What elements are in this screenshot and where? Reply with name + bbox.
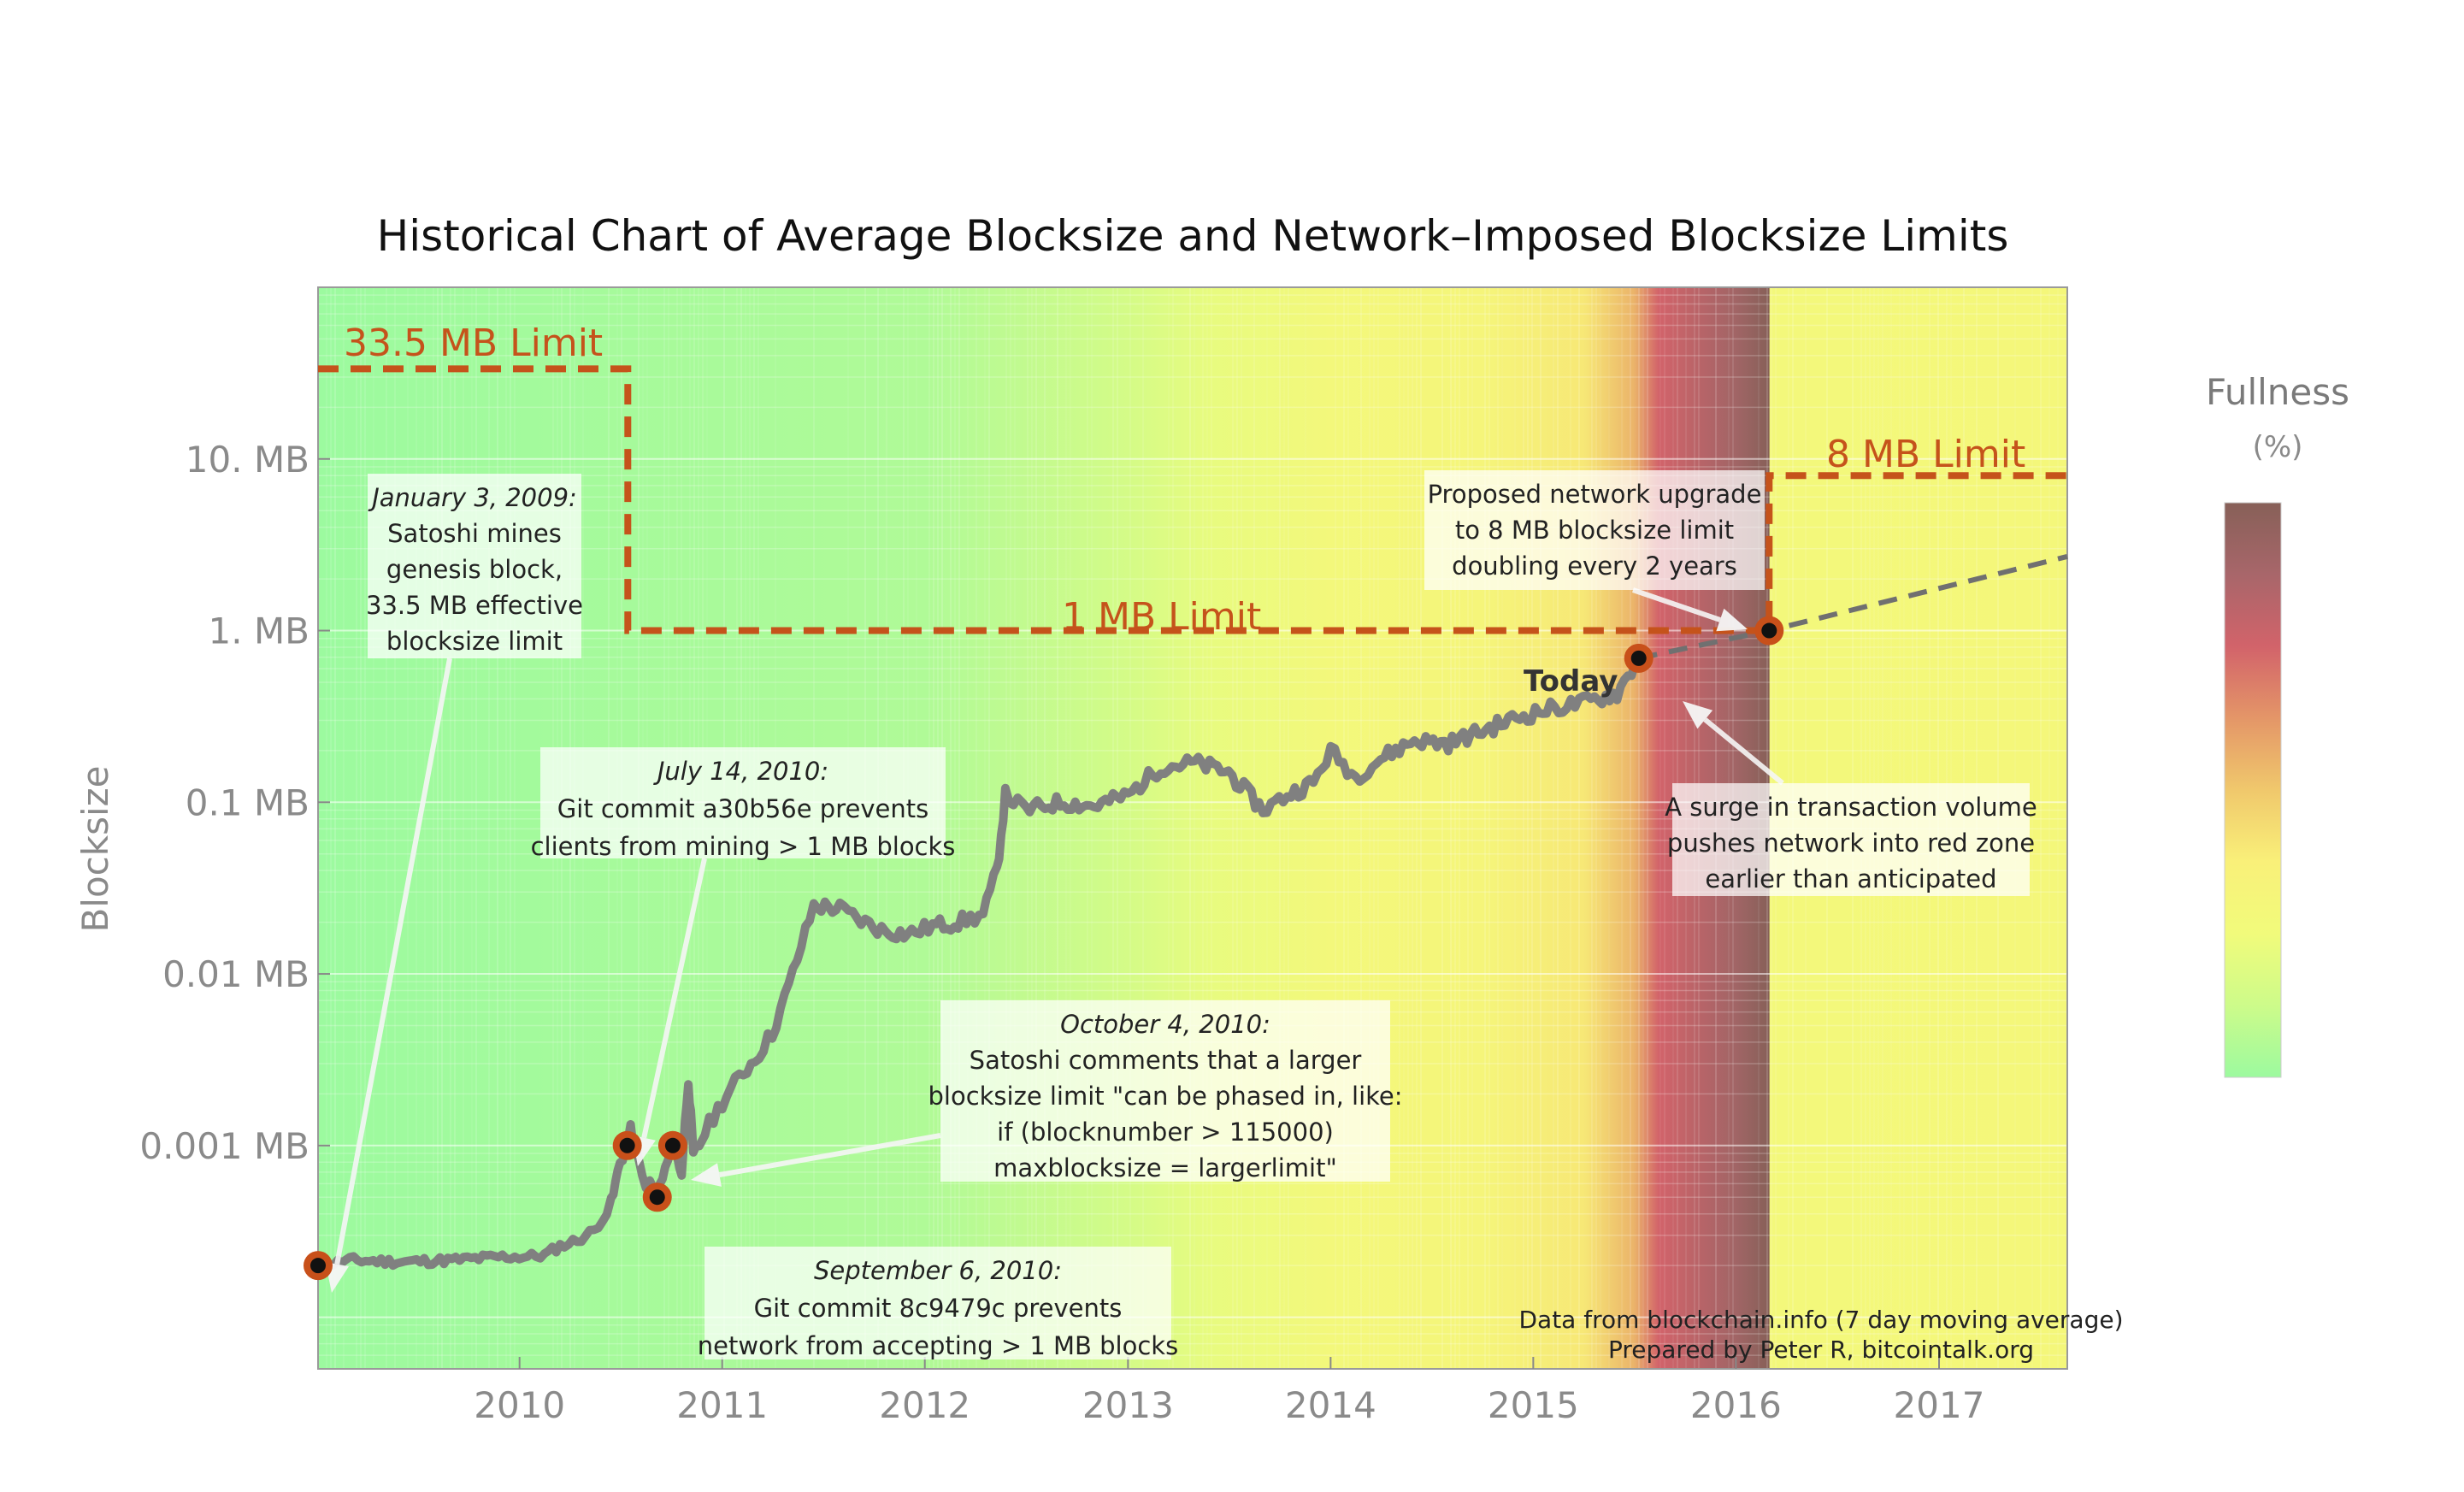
annotation-line: genesis block, <box>386 555 563 584</box>
y-tick-label: 1. MB <box>209 610 309 652</box>
x-tick-label: 2016 <box>1690 1384 1782 1426</box>
annotation-line: blocksize limit <box>386 627 563 656</box>
limit-label-1mb: 1 MB Limit <box>1062 595 1261 639</box>
event-marker-dot <box>649 1189 665 1206</box>
annotation-line: clients from mining > 1 MB blocks <box>531 832 956 861</box>
annotation-line: doubling every 2 years <box>1452 551 1737 581</box>
colorbar-unit: (%) <box>2253 430 2303 464</box>
annotation-line: pushes network into red zone <box>1667 829 2035 858</box>
y-tick-label: 0.01 MB <box>162 953 309 995</box>
event-markers <box>304 616 1784 1281</box>
credit-line-1: Data from blockchain.info (7 day moving … <box>1518 1306 2123 1334</box>
y-axis-label: Blocksize <box>74 765 116 932</box>
fullness-texture <box>326 287 2059 1369</box>
y-tick-label: 10. MB <box>186 439 309 481</box>
annotation-line: 33.5 MB effective <box>366 591 583 620</box>
y-tick-label: 0.1 MB <box>186 781 309 823</box>
annotation-box-4: September 6, 2010: Git commit 8c9479c pre… <box>698 1247 1178 1360</box>
annotation-box-6: A surge in transaction volume pushes netw… <box>1665 783 2037 896</box>
annotation-line: Satoshi comments that a larger <box>970 1046 1362 1075</box>
annotation-box-2: July 14, 2010: Git commit a30b56e prevent… <box>531 747 956 861</box>
annotation-box-3: October 4, 2010: Satoshi comments that a … <box>928 1000 1403 1182</box>
annotation-line: October 4, 2010: <box>1060 1010 1270 1039</box>
annotation-line: Satoshi mines <box>387 519 562 548</box>
annotation-line: January 3, 2009: <box>368 483 577 512</box>
event-marker-dot <box>310 1258 326 1274</box>
annotation-line: July 14, 2010: <box>653 757 828 786</box>
x-tick-label: 2015 <box>1488 1384 1579 1426</box>
annotation-box-bg <box>1424 470 1765 590</box>
x-tick-label: 2014 <box>1285 1384 1376 1426</box>
annotation-arrow <box>1632 587 1748 632</box>
annotation-line: earlier than anticipated <box>1705 864 1996 893</box>
annotation-boxes: January 3, 2009: Satoshi mines genesis blo… <box>366 470 2037 1360</box>
limit-label-33-5mb: 33.5 MB Limit <box>344 321 603 365</box>
event-marker-dot <box>619 1137 635 1153</box>
annotation-box-bg <box>540 747 946 858</box>
annotation-box-5: Proposed network upgrade to 8 MB blocksiz… <box>1424 470 1765 590</box>
annotation-arrow <box>1683 701 1784 786</box>
event-marker-dot <box>664 1137 681 1153</box>
x-axis: 2010 2011 2012 2013 2014 2015 2016 2017 <box>474 1357 1984 1426</box>
annotation-line: Proposed network upgrade <box>1428 480 1762 509</box>
x-tick-label: 2012 <box>879 1384 970 1426</box>
event-marker-dot <box>1761 622 1777 639</box>
x-tick-label: 2010 <box>474 1384 565 1426</box>
annotation-line: to 8 MB blocksize limit <box>1455 516 1734 545</box>
annotation-box-bg <box>368 474 581 658</box>
blocksize-series-line <box>314 653 1643 1274</box>
x-tick-label: 2013 <box>1082 1384 1174 1426</box>
limit-label-8mb: 8 MB Limit <box>1826 433 2025 476</box>
chart-title: Historical Chart of Average Blocksize an… <box>377 211 2009 261</box>
annotation-box-1: January 3, 2009: Satoshi mines genesis blo… <box>366 474 583 658</box>
annotation-line: network from accepting > 1 MB blocks <box>698 1331 1178 1360</box>
y-axis: 0.001 MB 0.01 MB 0.1 MB 1. MB 10. MB <box>139 439 330 1167</box>
annotation-line: A surge in transaction volume <box>1665 793 2037 822</box>
x-tick-label: 2011 <box>676 1384 768 1426</box>
blocksize-limit-line <box>318 365 2067 634</box>
x-tick-label: 2017 <box>1894 1384 1985 1426</box>
annotation-line: if (blocknumber > 115000) <box>997 1118 1334 1147</box>
event-marker-dot <box>1630 650 1647 666</box>
colorbar <box>2224 502 2282 1078</box>
annotation-line: Git commit 8c9479c prevents <box>754 1294 1123 1323</box>
annotation-line: September 6, 2010: <box>814 1256 1062 1285</box>
annotation-line: blocksize limit "can be phased in, like: <box>928 1082 1402 1111</box>
plot-frame <box>317 286 2068 1370</box>
annotation-arrows <box>325 587 1784 1293</box>
annotation-arrow <box>691 1133 941 1187</box>
y-tick-label: 0.001 MB <box>139 1125 309 1167</box>
annotation-box-bg <box>1672 783 2030 896</box>
annotation-box-bg <box>940 1000 1390 1182</box>
colorbar-title: Fullness <box>2206 371 2349 413</box>
annotation-line: maxblocksize = largerlimit" <box>993 1153 1337 1182</box>
annotation-box-bg <box>704 1247 1171 1359</box>
annotation-line: Git commit a30b56e prevents <box>557 794 928 823</box>
credit-line-2: Prepared by Peter R, bitcointalk.org <box>1608 1336 2034 1364</box>
today-label: Today <box>1524 664 1618 699</box>
